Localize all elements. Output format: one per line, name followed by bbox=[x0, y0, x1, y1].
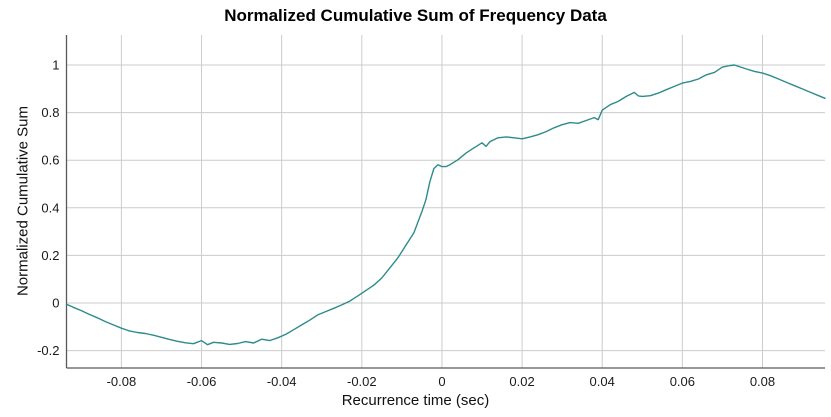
x-tick-label: -0.04 bbox=[267, 374, 297, 389]
y-tick-label: 0 bbox=[52, 296, 59, 311]
x-axis-label: Recurrence time (sec) bbox=[341, 392, 490, 409]
y-tick-label: -0.2 bbox=[37, 343, 59, 358]
y-axis-label: Normalized Cumulative Sum bbox=[14, 105, 32, 297]
x-tick-label: -0.02 bbox=[347, 374, 377, 389]
chart-title: Normalized Cumulative Sum of Frequency D… bbox=[224, 6, 607, 25]
data-line bbox=[65, 64, 826, 346]
y-tick-label: 0.6 bbox=[41, 153, 59, 168]
y-tick-label: 0.2 bbox=[41, 248, 59, 263]
x-tick-label: 0.02 bbox=[509, 374, 534, 389]
x-tick-label: -0.08 bbox=[107, 374, 137, 389]
y-tick-label: 0.8 bbox=[41, 105, 59, 120]
x-tick-label: 0 bbox=[438, 374, 445, 389]
y-tick-label: 0.4 bbox=[41, 200, 59, 215]
x-tick-label: 0.06 bbox=[670, 374, 695, 389]
y-tick-label: 1 bbox=[52, 57, 59, 72]
x-tick-label: 0.04 bbox=[590, 374, 615, 389]
x-tick-label: 0.08 bbox=[750, 374, 775, 389]
x-tick-label: -0.06 bbox=[187, 374, 217, 389]
